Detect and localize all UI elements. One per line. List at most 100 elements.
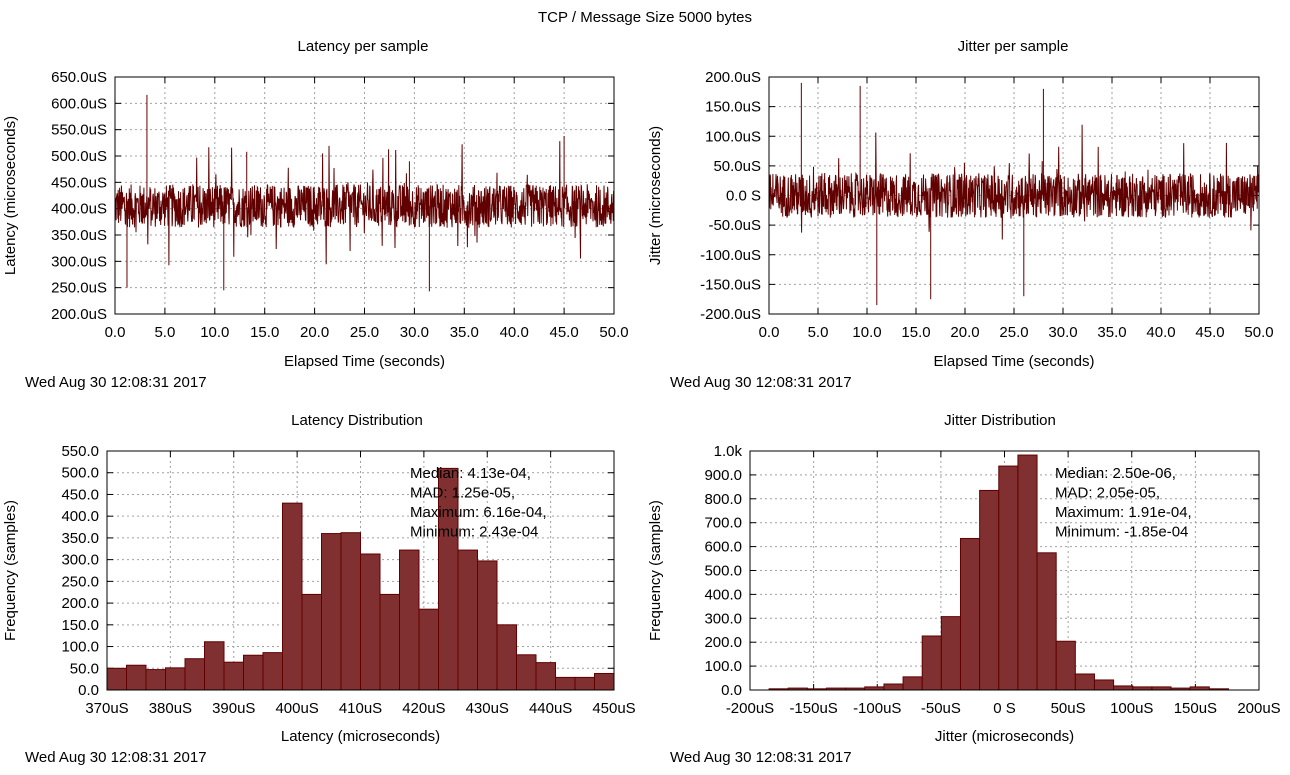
x-tick-label: 200uS [1237, 700, 1280, 717]
x-tick-label: 35.0 [1097, 324, 1126, 341]
y-tick-label: 50.0uS [713, 158, 761, 175]
x-axis-label: Latency (microseconds) [281, 728, 440, 745]
x-tick-label: -150uS [789, 700, 837, 717]
x-tick-label: -50uS [921, 700, 961, 717]
y-tick-label: 250.0 [61, 573, 99, 590]
histogram-bar [204, 641, 225, 691]
plot-frame [106, 450, 615, 691]
y-tick-label: 450.0uS [51, 174, 107, 191]
y-axis-label: Latency (microseconds) [2, 116, 19, 275]
y-tick-label: 50.0 [70, 660, 99, 677]
y-tick-label: 500.0uS [51, 148, 107, 165]
stats-annotation: Minimum: -1.85e-04 [1055, 524, 1188, 541]
histogram-bar [399, 549, 420, 691]
histogram-bar [574, 676, 595, 691]
x-tick-label: 30.0 [1048, 324, 1077, 341]
x-tick-label: 15.0 [901, 324, 930, 341]
subplot-3: Jitter Distribution Jitter (microseconds)… [647, 412, 1281, 766]
y-tick-label: 250.0uS [51, 280, 107, 297]
x-tick-label: 420uS [402, 700, 445, 717]
x-tick-label: 40.0 [1146, 324, 1175, 341]
plot-frame [749, 450, 1260, 691]
stats-annotation: Median: 4.13e-04, [410, 465, 531, 482]
subplot-title: Jitter per sample [958, 38, 1069, 55]
histogram-bar [106, 667, 127, 691]
histogram-bar [184, 658, 205, 691]
x-tick-label: 5.0 [154, 324, 175, 341]
y-tick-label: 650.0uS [51, 69, 107, 86]
x-tick-label: -200uS [726, 700, 774, 717]
subplot-title: Latency Distribution [291, 412, 423, 429]
y-tick-label: 200.0uS [705, 69, 761, 86]
histogram-bar [165, 667, 186, 691]
histogram-bar [496, 624, 517, 691]
timestamp: Wed Aug 30 12:08:31 2017 [670, 749, 852, 766]
y-tick-label: 100.0uS [705, 128, 761, 145]
x-tick-label: 20.0 [950, 324, 979, 341]
y-tick-label: 100.0 [61, 639, 99, 656]
histogram-bar [902, 676, 923, 691]
y-tick-label: 300.0 [704, 610, 742, 627]
y-tick-label: 150.0 [61, 617, 99, 634]
y-tick-label: 200.0 [704, 634, 742, 651]
histogram-bar [1093, 679, 1115, 691]
x-tick-label: 100uS [1110, 700, 1153, 717]
histogram-bar [1017, 454, 1038, 691]
plot-frame [114, 76, 615, 315]
y-tick-label: 700.0 [704, 515, 742, 532]
x-tick-label: 0.0 [759, 324, 780, 341]
y-tick-label: 600.0uS [51, 95, 107, 112]
x-tick-label: 45.0 [549, 324, 578, 341]
subplot-0: Latency per sample Elapsed Time (seconds)… [2, 38, 629, 391]
timestamp: Wed Aug 30 12:08:31 2017 [25, 374, 207, 391]
y-tick-label: 450.0 [61, 486, 99, 503]
stats-annotation: Minimum: 2.43e-04 [410, 524, 538, 541]
x-tick-label: 390uS [212, 700, 255, 717]
x-axis-label: Elapsed Time (seconds) [284, 353, 445, 370]
y-tick-label: 200.0 [61, 595, 99, 612]
x-tick-label: 0.0 [105, 324, 126, 341]
y-tick-label: 0.0 [78, 682, 99, 699]
x-tick-label: 35.0 [450, 324, 479, 341]
x-tick-label: 50uS [1051, 700, 1086, 717]
y-tick-label: 900.0 [704, 467, 742, 484]
plot-frame [768, 76, 1260, 315]
x-tick-label: 400uS [275, 700, 318, 717]
x-tick-label: 25.0 [999, 324, 1028, 341]
y-tick-label: 350.0uS [51, 227, 107, 244]
histogram-bar [555, 676, 576, 691]
x-tick-label: 50.0 [599, 324, 628, 341]
histogram-bar [243, 654, 264, 691]
y-tick-label: 300.0uS [51, 253, 107, 270]
stats-annotation: Maximum: 1.91e-04, [1055, 504, 1192, 521]
y-tick-label: 400.0 [704, 586, 742, 603]
histogram-bar [301, 593, 322, 691]
histogram-bar [438, 467, 459, 691]
histogram-bar [998, 465, 1019, 691]
y-tick-label: 300.0 [61, 552, 99, 569]
histogram-bar [360, 553, 381, 691]
y-tick-label: 150.0uS [705, 99, 761, 116]
y-tick-label: 800.0 [704, 491, 742, 508]
y-tick-label: 500.0 [61, 465, 99, 482]
y-tick-label: 0.0 [721, 682, 742, 699]
subplot-title: Latency per sample [298, 38, 429, 55]
histogram-bar [340, 532, 361, 691]
y-tick-label: -200.0uS [700, 306, 761, 323]
y-tick-label: 400.0uS [51, 201, 107, 218]
y-tick-label: 0.0 S [726, 188, 761, 205]
histogram-bar [379, 593, 400, 691]
y-tick-label: 350.0 [61, 530, 99, 547]
histogram-bar [457, 549, 478, 691]
y-axis-label: Jitter (microseconds) [647, 126, 664, 265]
subplot-1: Jitter per sample Elapsed Time (seconds) J… [647, 38, 1274, 391]
x-tick-label: 20.0 [300, 324, 329, 341]
histogram-bar [516, 654, 537, 691]
y-tick-label: -50.0uS [708, 217, 761, 234]
histogram-bar [1036, 552, 1057, 691]
x-tick-label: -100uS [853, 700, 901, 717]
x-tick-label: 0 S [993, 700, 1016, 717]
timestamp: Wed Aug 30 12:08:31 2017 [25, 749, 207, 766]
stats-annotation: MAD: 2.05e-05, [1055, 485, 1160, 502]
histogram-bar [145, 669, 166, 691]
